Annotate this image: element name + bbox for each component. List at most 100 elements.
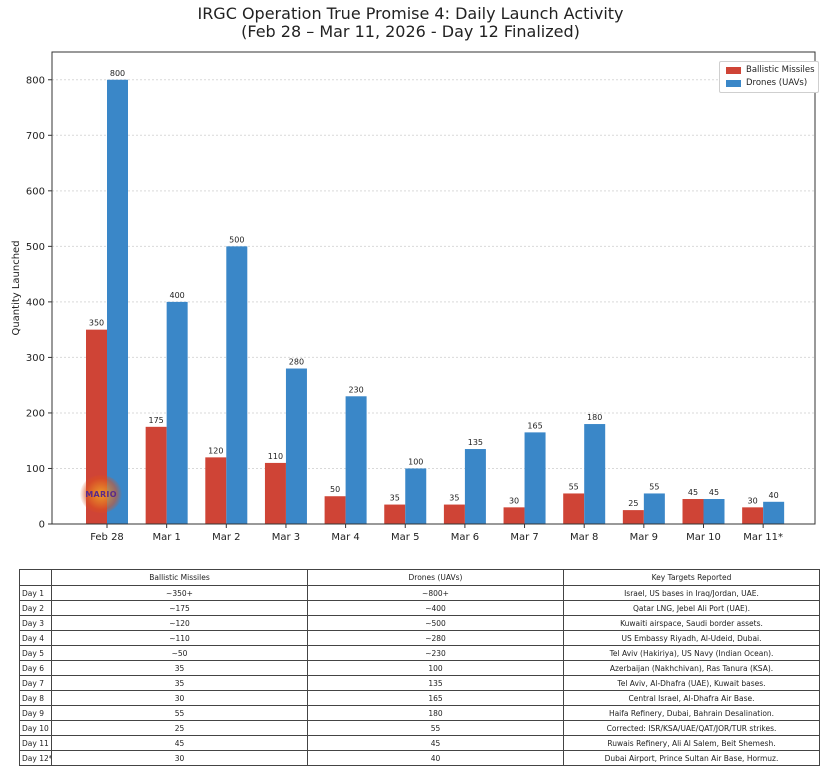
data-label-ballistic: 55 — [569, 482, 579, 491]
plot-frame — [51, 51, 816, 525]
x-tick-label: Mar 2 — [212, 532, 240, 543]
data-label-drones: 280 — [289, 358, 304, 367]
table-cell: ~280 — [307, 630, 564, 646]
table-cell-day: Day 10 — [19, 720, 52, 736]
y-tick-label: 500 — [26, 242, 45, 253]
table-cell-day: Day 11 — [19, 735, 52, 751]
table-cell-day: Day 7 — [19, 675, 52, 691]
x-tick-label: Mar 9 — [630, 532, 658, 543]
bar-ballistic — [264, 462, 286, 524]
bar-ballistic — [622, 510, 644, 524]
legend-item-drones: Drones (UAVs) — [726, 77, 807, 89]
table-row: Day 9 55 180 Haifa Refinery, Dubai, Bahrain… — [19, 705, 820, 721]
table-cell: 100 — [307, 660, 564, 676]
table-cell: Qatar LNG, Jebel Ali Port (UAE). — [563, 600, 820, 616]
table-row: Day 8 30 165 Central Israel, Al-Dhafra Air … — [19, 690, 820, 706]
table-row: Day 2 ~175 ~400 Qatar LNG, Jebel Ali Port (… — [19, 600, 820, 616]
y-tick-label: 700 — [26, 131, 45, 142]
table-cell: 55 — [307, 720, 564, 736]
y-tick-label: 0 — [39, 520, 45, 531]
bar-drones — [703, 499, 725, 524]
table-cell: 165 — [307, 690, 564, 706]
table-cell: 35 — [51, 660, 308, 676]
bar-drones — [405, 468, 427, 524]
data-label-ballistic: 175 — [149, 416, 164, 425]
bar-ballistic — [384, 504, 406, 524]
data-label-ballistic: 350 — [89, 319, 104, 328]
grid-layer — [48, 79, 815, 528]
legend-swatch-ballistic — [726, 66, 741, 74]
table-cell: Kuwaiti airspace, Saudi border assets. — [563, 615, 820, 631]
table-cell: Azerbaijan (Nakhchivan), Ras Tanura (KSA… — [563, 660, 820, 676]
table-cell-day: Day 5 — [19, 645, 52, 661]
table-cell: 35 — [51, 675, 308, 691]
table-row: Day 6 35 100 Azerbaijan (Nakhchivan), Ras T… — [19, 660, 820, 676]
table-row: Day 11 45 45 Ruwais Refinery, Ali Al Salem,… — [19, 735, 820, 751]
y-axis-label: Quantity Launched — [11, 240, 22, 335]
data-label-drones: 500 — [229, 235, 244, 244]
data-label-ballistic: 35 — [390, 494, 400, 503]
table-cell: Dubai Airport, Prince Sultan Air Base, H… — [563, 750, 820, 766]
table-cell: ~230 — [307, 645, 564, 661]
x-tick-label: Mar 4 — [331, 532, 359, 543]
bar-ballistic — [503, 507, 525, 524]
table-cell: 40 — [307, 750, 564, 766]
data-label-ballistic: 50 — [330, 485, 340, 494]
table-cell: ~350+ — [51, 585, 308, 601]
table-cell: US Embassy Riyadh, Al-Udeid, Dubai. — [563, 630, 820, 646]
table-cell: 180 — [307, 705, 564, 721]
chart-title: IRGC Operation True Promise 4: Daily Lau… — [197, 4, 624, 23]
labels-layer: 0 100 200 300 400 500 600 700 800 Feb 28 350 800 Mar… — [26, 69, 783, 543]
table-cell: Central Israel, Al-Dhafra Air Base. — [563, 690, 820, 706]
table-cell: Israel, US bases in Iraq/Jordan, UAE. — [563, 585, 820, 601]
x-tick-label: Mar 5 — [391, 532, 419, 543]
table-cell-day: Day 3 — [19, 615, 52, 631]
data-label-ballistic: 30 — [748, 496, 758, 505]
data-label-drones: 400 — [170, 291, 185, 300]
bar-drones — [166, 301, 188, 524]
bar-ballistic — [443, 504, 465, 524]
table-cell: 45 — [307, 735, 564, 751]
table-cell-day: Day 6 — [19, 660, 52, 676]
bar-ballistic — [324, 496, 346, 524]
data-label-drones: 165 — [527, 421, 542, 430]
data-label-ballistic: 35 — [449, 494, 459, 503]
table-row: Day 7 35 135 Tel Aviv, Al-Dhafra (UAE), Kuw… — [19, 675, 820, 691]
bar-ballistic — [742, 507, 764, 524]
x-tick-label: Mar 3 — [272, 532, 300, 543]
bar-ballistic — [205, 457, 227, 524]
legend-label-ballistic: Ballistic Missiles — [746, 65, 815, 75]
table-cell: ~500 — [307, 615, 564, 631]
table-cell: Tel Aviv (Hakiriya), US Navy (Indian Oce… — [563, 645, 820, 661]
data-label-drones: 100 — [408, 457, 423, 466]
bar-ballistic — [682, 499, 704, 524]
bar-drones — [584, 424, 606, 524]
table-cell: ~110 — [51, 630, 308, 646]
x-tick-label: Mar 11* — [743, 532, 783, 543]
watermark-logo: MARIO — [80, 475, 122, 513]
table-cell: ~50 — [51, 645, 308, 661]
table-cell: Haifa Refinery, Dubai, Bahrain Desalinat… — [563, 705, 820, 721]
table-cell: ~175 — [51, 600, 308, 616]
y-tick-label: 600 — [26, 186, 45, 197]
bar-drones — [524, 432, 546, 524]
data-label-ballistic: 110 — [268, 452, 283, 461]
table-row: Day 1 ~350+ ~800+ Israel, US bases in Iraq/… — [19, 585, 820, 601]
legend-item-ballistic: Ballistic Missiles — [726, 64, 815, 76]
watermark-text: MARIO — [85, 489, 117, 499]
table-header-row: Ballistic Missiles Drones (UAVs) Key Tar… — [19, 569, 820, 586]
chart-subtitle: (Feb 28 – Mar 11, 2026 - Day 12 Finalize… — [241, 22, 580, 41]
data-label-ballistic: 30 — [509, 496, 519, 505]
bar-ballistic — [563, 493, 585, 524]
bar-drones — [643, 493, 665, 524]
bar-drones — [763, 501, 785, 524]
table-header — [19, 569, 52, 586]
table-cell: ~400 — [307, 600, 564, 616]
x-tick-label: Mar 7 — [510, 532, 538, 543]
data-label-ballistic: 120 — [208, 446, 223, 455]
chart-legend: Ballistic Missiles Drones (UAVs) — [719, 61, 819, 93]
table-cell: ~800+ — [307, 585, 564, 601]
y-tick-label: 400 — [26, 297, 45, 308]
table-cell: 25 — [51, 720, 308, 736]
table-cell-day: Day 1 — [19, 585, 52, 601]
